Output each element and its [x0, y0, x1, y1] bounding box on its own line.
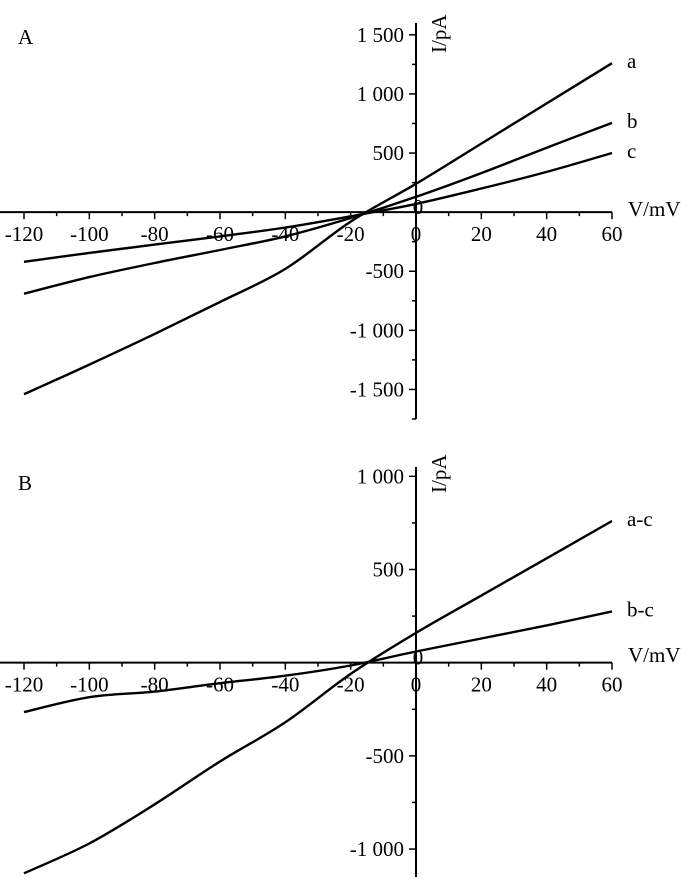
- panel-b: -120 -100 -80 -60 -40 -20 0 20 40 60-1 000-500050…: [0, 454, 681, 877]
- series-label-b-c: b-c: [627, 597, 654, 621]
- x-tick-label: -100: [70, 222, 109, 246]
- panel-label: A: [18, 25, 34, 49]
- x-tick-label: 40: [536, 673, 557, 697]
- y-tick-label: -1 500: [350, 377, 404, 401]
- series-line-a-c: [23, 519, 613, 875]
- x-axis-title: V/mV: [628, 643, 681, 667]
- x-tick-label: -120: [5, 222, 44, 246]
- y-tick-label: 1 000: [357, 82, 404, 106]
- y-tick-label: 500: [373, 558, 405, 582]
- x-tick-label: 40: [536, 222, 557, 246]
- y-tick-label: 1 500: [357, 23, 404, 47]
- x-tick-label: -100: [70, 673, 109, 697]
- series-label-a: a: [627, 49, 637, 73]
- series-label-c: c: [627, 139, 636, 163]
- panel-label: B: [18, 471, 32, 495]
- y-tick-label: 1 000: [357, 464, 404, 488]
- x-tick-label: 60: [602, 222, 623, 246]
- y-tick-label: -500: [366, 259, 405, 283]
- panel-a: -120 -100 -80 -60 -40 -20 0 20 40 60-1 500-1 000-…: [0, 14, 681, 420]
- series-line-a: [23, 62, 613, 396]
- x-tick-label: -80: [141, 222, 169, 246]
- x-axis-title: V/mV: [628, 197, 681, 221]
- y-axis-title: I/pA: [427, 14, 451, 53]
- y-tick-label: 0: [413, 195, 424, 219]
- x-tick-label: -20: [337, 673, 365, 697]
- x-tick-label: 20: [471, 673, 492, 697]
- x-tick-label: 60: [602, 673, 623, 697]
- y-tick-label: 0: [413, 646, 424, 670]
- y-tick-label: -1 000: [350, 318, 404, 342]
- series-label-b: b: [627, 109, 638, 133]
- y-axis-title: I/pA: [427, 454, 451, 493]
- y-tick-label: 500: [373, 141, 405, 165]
- series-label-a-c: a-c: [627, 507, 653, 531]
- y-tick-label: -500: [366, 744, 405, 768]
- x-tick-label: 0: [411, 222, 422, 246]
- series-line-b: [23, 121, 613, 295]
- x-tick-label: 20: [471, 222, 492, 246]
- series-line-b-c: [23, 610, 613, 714]
- x-tick-label: -20: [337, 222, 365, 246]
- series-line-c: [23, 151, 613, 263]
- x-tick-label: 0: [411, 673, 422, 697]
- x-tick-label: -120: [5, 673, 44, 697]
- y-tick-label: -1 000: [350, 837, 404, 861]
